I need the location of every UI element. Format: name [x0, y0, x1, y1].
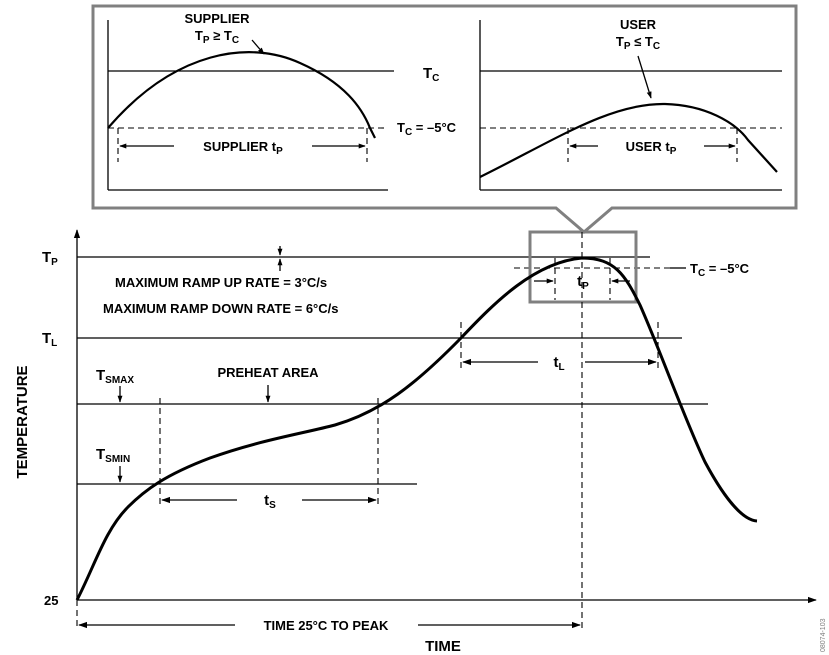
tsmin-label: TSMIN	[96, 446, 130, 465]
ramp-up-label: MAXIMUM RAMP UP RATE = 3°C/s	[115, 275, 327, 290]
supplier-tp-label: SUPPLIER tP	[203, 139, 283, 157]
preheat-label: PREHEAT AREA	[217, 365, 319, 380]
ts-label: tS	[264, 492, 276, 511]
y-25-label: 25	[44, 593, 58, 608]
inset-panel: SUPPLIER tP SUPPLIER TP ≥ TC USER tP USE…	[91, 4, 798, 234]
time-to-peak-label: TIME 25°C TO PEAK	[264, 618, 389, 633]
user-pointer-arrow	[637, 55, 652, 99]
zoom-box	[528, 230, 638, 304]
tc5-main-label: TC = –5°C	[690, 261, 750, 279]
y-axis-title: TEMPERATURE	[14, 365, 31, 478]
supplier-pointer-arrow	[251, 39, 265, 55]
main-plot: tS tL tP TIME 25°C TO PEAK TP TL TSMAX T…	[14, 229, 827, 655]
supplier-subplot: SUPPLIER tP SUPPLIER TP ≥ TC	[107, 11, 394, 191]
x-axis-title: TIME	[425, 638, 461, 655]
tp-level-label: TP	[42, 249, 58, 268]
inset-frame	[91, 4, 798, 234]
user-profile-curve	[479, 102, 778, 178]
inset-tc5-label: TC = –5°C	[397, 120, 457, 138]
supplier-title: SUPPLIER	[184, 11, 250, 26]
user-condition: TP ≤ TC	[616, 34, 660, 52]
ramp-down-label: MAXIMUM RAMP DOWN RATE = 6°C/s	[103, 301, 338, 316]
tl-level-label: TL	[42, 330, 57, 349]
supplier-profile-curve	[107, 51, 376, 139]
figure-id: 08074-103	[820, 618, 827, 652]
tsmax-label: TSMAX	[96, 367, 134, 386]
user-subplot: USER tP USER TP ≤ TC	[479, 17, 782, 191]
tl-duration-label: tL	[553, 354, 564, 373]
user-tp-label: USER tP	[626, 139, 677, 157]
user-title: USER	[620, 17, 657, 32]
reflow-profile-curve	[75, 256, 758, 601]
inset-tc-label: TC	[423, 65, 439, 84]
tp-duration-label: tP	[577, 273, 589, 292]
supplier-condition: TP ≥ TC	[195, 28, 239, 46]
